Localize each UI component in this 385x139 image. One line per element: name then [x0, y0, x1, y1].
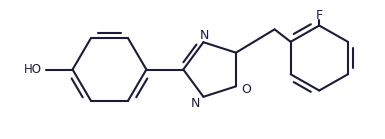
- Text: N: N: [200, 29, 209, 42]
- Text: F: F: [316, 9, 323, 23]
- Text: O: O: [241, 83, 251, 96]
- Text: N: N: [191, 97, 200, 110]
- Text: HO: HO: [23, 63, 42, 76]
